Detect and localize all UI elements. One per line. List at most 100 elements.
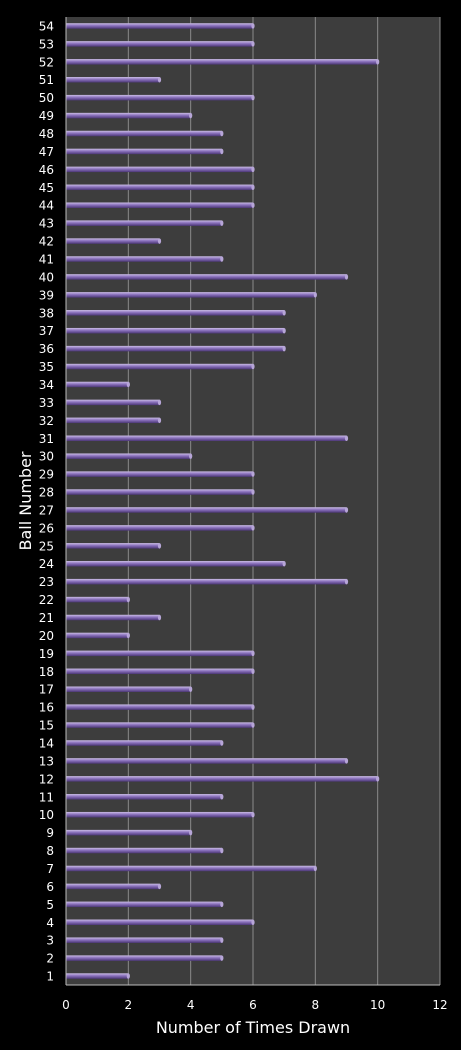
bar-end-cap: [283, 310, 286, 316]
y-tick-label: 18: [39, 665, 54, 679]
bar-ball-36: [66, 346, 286, 352]
y-tick-label: 13: [39, 754, 54, 768]
bar: [66, 400, 160, 406]
bar-ball-19: [66, 651, 255, 657]
y-tick-label: 30: [39, 450, 54, 464]
y-tick-label: 37: [39, 324, 54, 338]
bar: [66, 830, 191, 836]
bar-ball-35: [66, 364, 255, 370]
bar-ball-14: [66, 740, 223, 746]
bar-ball-37: [66, 328, 286, 334]
y-tick-label: 26: [39, 521, 54, 535]
bar-end-cap: [376, 776, 379, 782]
x-axis-title: Number of Times Drawn: [156, 1018, 350, 1037]
bar-ball-28: [66, 489, 255, 495]
bar-end-cap: [251, 364, 254, 370]
bar: [66, 131, 222, 137]
bar-end-cap: [251, 812, 254, 818]
bar-ball-40: [66, 274, 348, 280]
y-tick-label: 38: [39, 306, 54, 320]
bar: [66, 740, 222, 746]
bar: [66, 973, 128, 979]
bar: [66, 866, 315, 872]
bar-end-cap: [251, 722, 254, 728]
y-tick-label: 51: [39, 73, 54, 87]
bar: [66, 418, 160, 424]
bar-end-cap: [127, 973, 130, 979]
y-tick-label: 11: [39, 790, 54, 804]
bar-end-cap: [251, 167, 254, 173]
y-tick-label: 5: [46, 898, 54, 912]
bar-ball-20: [66, 633, 130, 639]
bar: [66, 167, 253, 173]
bar-ball-39: [66, 292, 317, 298]
y-tick-label: 53: [39, 37, 54, 51]
y-tick-label: 22: [39, 593, 54, 607]
bar-end-cap: [189, 453, 192, 459]
bar: [66, 579, 347, 585]
bar-ball-43: [66, 220, 223, 226]
bar: [66, 507, 347, 513]
bar-ball-27: [66, 507, 348, 513]
y-tick-label: 10: [39, 808, 54, 822]
bar: [66, 149, 222, 155]
y-tick-label: 29: [39, 468, 54, 482]
y-tick-label: 32: [39, 414, 54, 428]
bar: [66, 328, 284, 334]
x-tick-label: 6: [249, 998, 257, 1012]
y-tick-label: 31: [39, 432, 54, 446]
bar-ball-25: [66, 543, 161, 549]
bar: [66, 274, 347, 280]
y-tick-label: 9: [46, 826, 54, 840]
y-tick-label: 4: [46, 916, 54, 930]
bar: [66, 920, 253, 926]
bar: [66, 704, 253, 710]
y-tick-label: 40: [39, 270, 54, 284]
y-axis-title: Ball Number: [16, 451, 35, 550]
bar-ball-18: [66, 669, 255, 675]
bar-ball-34: [66, 382, 130, 388]
bar: [66, 185, 253, 191]
y-tick-label: 50: [39, 91, 54, 105]
bar-ball-42: [66, 238, 161, 244]
bar-end-cap: [127, 633, 130, 639]
bar-end-cap: [251, 651, 254, 657]
bar: [66, 597, 128, 603]
bar-end-cap: [220, 794, 223, 800]
bar: [66, 382, 128, 388]
bar: [66, 489, 253, 495]
bar-ball-50: [66, 95, 255, 101]
bar-ball-29: [66, 471, 255, 477]
bar: [66, 436, 347, 442]
bar-ball-17: [66, 686, 192, 692]
bar: [66, 651, 253, 657]
y-tick-label: 7: [46, 862, 54, 876]
y-tick-label: 14: [39, 737, 54, 751]
y-tick-label: 6: [46, 880, 54, 894]
y-tick-label: 42: [39, 235, 54, 249]
y-tick-label: 16: [39, 701, 54, 715]
y-tick-label: 35: [39, 360, 54, 374]
bar-end-cap: [314, 292, 317, 298]
bar: [66, 453, 191, 459]
bar-end-cap: [220, 937, 223, 943]
bar-ball-7: [66, 866, 317, 872]
y-tick-label: 44: [39, 199, 54, 213]
bar: [66, 561, 284, 567]
bar-ball-48: [66, 131, 223, 137]
bar-ball-5: [66, 902, 223, 908]
bar-ball-9: [66, 830, 192, 836]
y-tick-label: 20: [39, 629, 54, 643]
bar: [66, 812, 253, 818]
bar-ball-13: [66, 758, 348, 764]
bar-ball-26: [66, 525, 255, 531]
y-tick-label: 19: [39, 647, 54, 661]
bar-end-cap: [251, 95, 254, 101]
y-tick-label: 47: [39, 145, 54, 159]
bar: [66, 758, 347, 764]
bar: [66, 722, 253, 728]
bar-ball-30: [66, 453, 192, 459]
bar-end-cap: [251, 202, 254, 208]
bar-end-cap: [251, 23, 254, 29]
